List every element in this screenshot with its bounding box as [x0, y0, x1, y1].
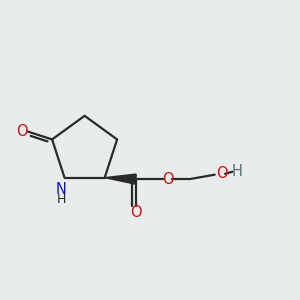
Text: N: N [56, 182, 67, 197]
Text: O: O [16, 124, 27, 139]
Text: O: O [216, 166, 228, 181]
Text: O: O [130, 205, 142, 220]
Polygon shape [105, 174, 136, 184]
Text: H: H [57, 193, 66, 206]
Text: O: O [162, 172, 173, 187]
Text: H: H [232, 164, 242, 178]
